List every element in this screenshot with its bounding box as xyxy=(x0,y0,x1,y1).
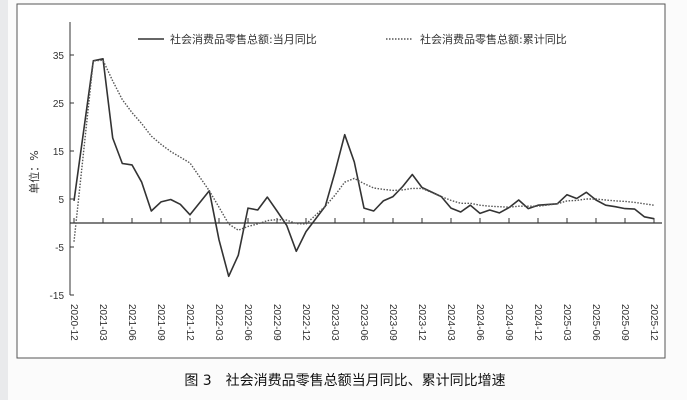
series-line-monthly-yoy xyxy=(73,57,655,278)
x-tick-label: 2025-06 xyxy=(590,304,601,341)
x-tick-label: 2024-09 xyxy=(503,304,514,341)
x-tick-label: 2022-06 xyxy=(242,304,253,341)
y-tick-label: 35 xyxy=(53,51,65,62)
x-tick-label: 2023-03 xyxy=(329,304,340,341)
x-tick-label: 2025-03 xyxy=(561,304,572,341)
legend: 社会消费品零售总额:当月同比 社会消费品零售总额:累计同比 xyxy=(138,32,567,46)
y-tick-label: -15 xyxy=(50,291,65,302)
x-tick-label: 2023-12 xyxy=(416,304,427,341)
x-tick-label: 2024-06 xyxy=(474,304,485,341)
figure-page: 35 25 15 5 -5 -15 2020-12 2021-03 2021-06 2021-09… xyxy=(8,0,687,400)
x-tick-label: 2021-12 xyxy=(184,304,195,341)
x-tick-label: 2024-12 xyxy=(532,304,543,341)
x-tick-label: 2020-12 xyxy=(68,304,79,341)
y-axis-label: 单位：% xyxy=(27,150,41,193)
legend-label-monthly: 社会消费品零售总额:当月同比 xyxy=(170,32,317,46)
legend-label-cumulative: 社会消费品零售总额:累计同比 xyxy=(420,32,567,46)
chart-frame xyxy=(16,3,666,359)
x-tick-label: 2021-03 xyxy=(97,304,108,341)
x-tick-label: 2022-03 xyxy=(213,304,224,341)
figure-caption: 图 3 社会消费品零售总额当月同比、累计同比增速 xyxy=(184,373,505,389)
x-tick-label: 2025-09 xyxy=(619,304,630,341)
x-tick-label: 2025-12 xyxy=(648,304,659,341)
x-tick-label: 2022-12 xyxy=(300,304,311,341)
y-tick-label: 5 xyxy=(58,195,64,206)
y-tick-label: -5 xyxy=(55,243,64,254)
x-tick-label: 2021-06 xyxy=(126,304,137,341)
x-tick-label: 2022-09 xyxy=(271,304,282,341)
y-tick-label: 25 xyxy=(53,99,65,110)
x-tick-label: 2021-09 xyxy=(155,304,166,341)
x-tick-label: 2023-09 xyxy=(387,304,398,341)
x-tick-label: 2024-03 xyxy=(445,304,456,341)
y-tick-label: 15 xyxy=(53,147,65,158)
x-tick-label: 2023-06 xyxy=(358,304,369,341)
